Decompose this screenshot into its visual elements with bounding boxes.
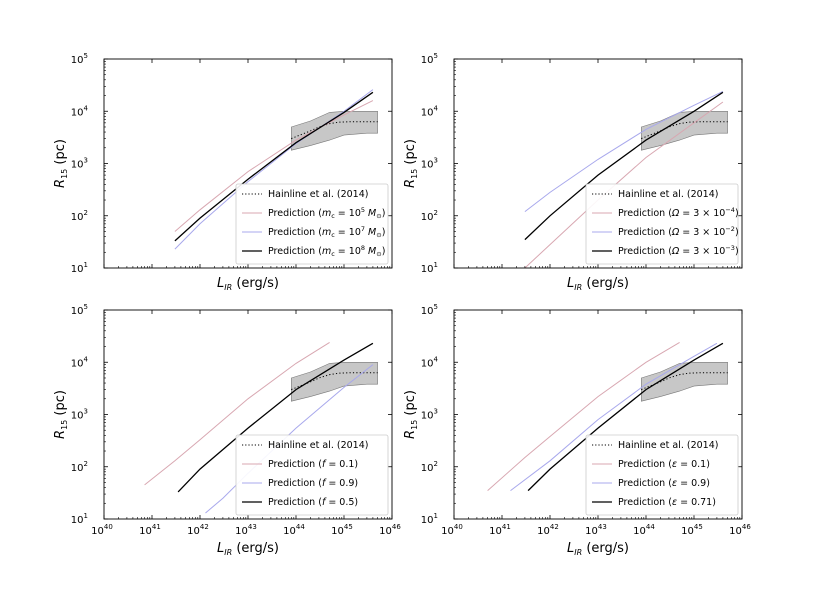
x-tick-label: 1044 — [283, 523, 305, 537]
y-axis-label: R15 (pc) — [53, 139, 69, 188]
y-tick-label: 103 — [421, 408, 438, 422]
chart-panel-4: 1040 1041 1042 1043 1044 1045 1046 101 102 103 104… — [403, 303, 751, 557]
y-tick-label: 101 — [71, 261, 88, 275]
y-tick-label: 103 — [71, 157, 88, 171]
legend-label-prediction: Prediction (f = 0.5) — [268, 497, 358, 508]
observed-series-line — [291, 121, 378, 140]
legend-label-observed: Hainline et al. (2014) — [268, 440, 368, 451]
observed-series-line — [291, 372, 378, 391]
prediction-series-line-2 — [510, 342, 718, 491]
legend: Hainline et al. (2014) Prediction (mc = 1… — [235, 183, 389, 265]
legend-label-prediction: Prediction (Ω = 3 × 10−4) — [618, 206, 739, 219]
observed-series-line — [641, 372, 728, 391]
x-axis-label: LIR (erg/s) — [567, 276, 629, 292]
prediction-series-line-3 — [524, 91, 724, 241]
legend-label-prediction: Prediction (Ω = 3 × 10−3) — [618, 244, 739, 257]
x-tick-label: 1045 — [331, 523, 353, 537]
x-tick-label: 1044 — [633, 523, 655, 537]
legend-label-observed: Hainline et al. (2014) — [618, 189, 718, 200]
y-tick-label: 103 — [71, 408, 88, 422]
observed-band — [291, 362, 378, 402]
prediction-series-line-3 — [527, 342, 724, 492]
x-tick-label: 1046 — [379, 523, 401, 537]
x-tick-label: 1043 — [585, 523, 607, 537]
prediction-series-line-3 — [177, 342, 374, 493]
legend-label-prediction: Prediction (ε = 0.1) — [618, 459, 710, 470]
x-tick-label: 1040 — [441, 523, 463, 537]
legend-label-prediction: Prediction (ε = 0.71) — [618, 497, 716, 508]
x-tick-label: 1043 — [235, 523, 257, 537]
x-tick-label: 1041 — [489, 523, 511, 537]
legend-label-prediction: Prediction (Ω = 3 × 10−2) — [618, 225, 739, 238]
y-tick-label: 102 — [421, 209, 438, 223]
prediction-series-line-2 — [524, 90, 724, 212]
observed-series-line — [641, 121, 728, 140]
y-tick-label: 104 — [71, 104, 89, 118]
prediction-series-line-2 — [174, 89, 374, 250]
chart-panel-1: 101 102 103 104 105 LIR (erg/s) R15 (pc) Hainli… — [53, 52, 393, 292]
legend-label-prediction: Prediction (mc = 105 M⊙) — [268, 206, 385, 220]
y-tick-label: 105 — [71, 303, 88, 317]
prediction-series-line-1 — [487, 341, 680, 491]
x-tick-label: 1045 — [681, 523, 703, 537]
y-axis-label: R15 (pc) — [53, 390, 69, 439]
y-tick-label: 101 — [421, 512, 438, 526]
legend: Hainline et al. (2014) Prediction (ε = 0.… — [585, 434, 739, 516]
legend-label-prediction: Prediction (mc = 108 M⊙) — [268, 244, 385, 258]
y-tick-label: 105 — [71, 52, 88, 66]
y-tick-label: 104 — [421, 104, 439, 118]
y-axis-label: R15 (pc) — [403, 390, 419, 439]
observed-band — [291, 111, 378, 151]
prediction-series-line-1 — [174, 100, 374, 232]
legend-box — [235, 434, 389, 516]
y-tick-label: 105 — [421, 303, 438, 317]
x-axis-label: LIR (erg/s) — [567, 541, 629, 557]
legend-label-prediction: Prediction (f = 0.9) — [268, 478, 358, 489]
x-tick-label: 1041 — [139, 523, 161, 537]
legend-label-prediction: Prediction (mc = 107 M⊙) — [268, 225, 385, 239]
legend: Hainline et al. (2014) Prediction (Ω = 3 … — [585, 183, 739, 265]
y-tick-label: 103 — [421, 157, 438, 171]
y-axis-label: R15 (pc) — [403, 139, 419, 188]
y-tick-label: 102 — [71, 209, 88, 223]
y-tick-label: 104 — [421, 355, 439, 369]
y-tick-label: 101 — [421, 261, 438, 275]
legend-label-prediction: Prediction (f = 0.1) — [268, 459, 358, 470]
x-axis-label: LIR (erg/s) — [217, 276, 279, 292]
y-tick-label: 102 — [421, 460, 438, 474]
x-axis-label: LIR (erg/s) — [217, 541, 279, 557]
legend-label-prediction: Prediction (ε = 0.9) — [618, 478, 710, 489]
prediction-series-line-1 — [524, 101, 724, 269]
x-tick-label: 1042 — [187, 523, 209, 537]
observed-band — [641, 362, 728, 402]
y-tick-label: 102 — [71, 460, 88, 474]
prediction-series-line-1 — [144, 341, 330, 486]
legend-box — [235, 183, 389, 265]
y-tick-label: 104 — [71, 355, 89, 369]
x-tick-label: 1046 — [729, 523, 751, 537]
y-tick-label: 101 — [71, 512, 88, 526]
legend-label-observed: Hainline et al. (2014) — [618, 440, 718, 451]
legend: Hainline et al. (2014) Prediction (f = 0.… — [235, 434, 389, 516]
x-tick-label: 1040 — [91, 523, 113, 537]
legend-label-observed: Hainline et al. (2014) — [268, 189, 368, 200]
prediction-series-line-3 — [174, 91, 374, 242]
legend-box — [585, 434, 739, 516]
x-tick-label: 1042 — [537, 523, 559, 537]
chart-panel-2: 101 102 103 104 105 LIR (erg/s) R15 (pc) Hainli… — [403, 52, 743, 292]
legend-box — [585, 183, 739, 265]
y-tick-label: 105 — [421, 52, 438, 66]
chart-panel-3: 1040 1041 1042 1043 1044 1045 1046 101 102 103 104… — [53, 303, 401, 557]
